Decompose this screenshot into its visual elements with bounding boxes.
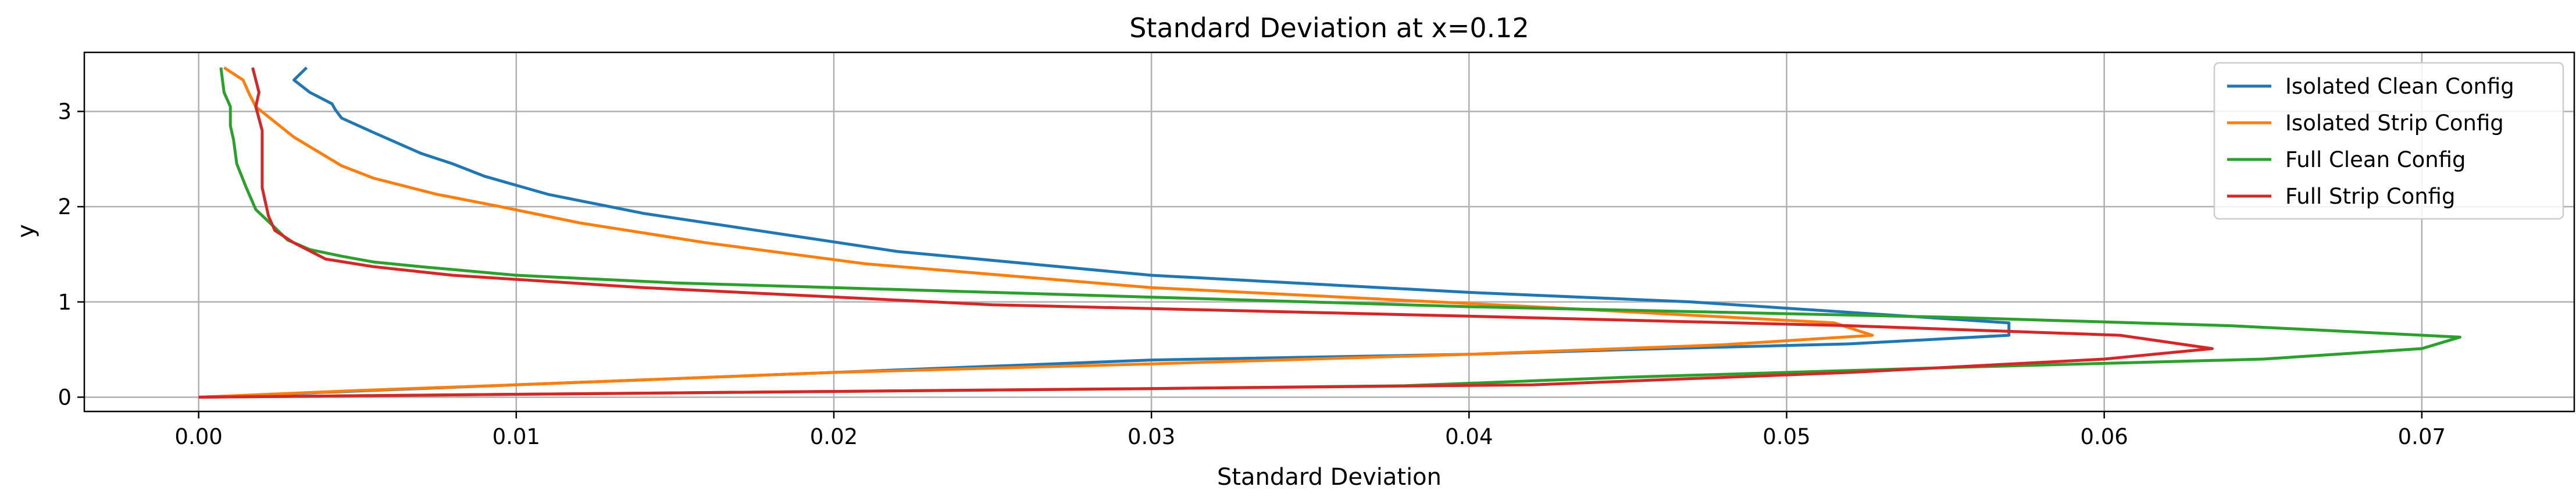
x-tick-label: 0.03 <box>1128 424 1175 449</box>
legend-box <box>2213 62 2564 220</box>
x-tick-label: 0.04 <box>1445 424 1493 449</box>
legend: Isolated Clean Config Isolated Strip Conf… <box>2213 62 2564 220</box>
y-tick-label: 1 <box>58 290 72 315</box>
x-tick-label: 0.01 <box>493 424 540 449</box>
plot-area-frame <box>83 51 2575 413</box>
x-tick-label: 0.06 <box>2080 424 2128 449</box>
y-tick-label: 2 <box>58 194 72 219</box>
series-lines <box>198 66 2461 399</box>
legend-entry: Isolated Clean Config <box>2285 74 2514 99</box>
x-axis-ticks: 0.00 0.01 0.02 0.03 0.04 0.05 0.06 0.07 <box>174 411 2446 449</box>
chart-title: Standard Deviation at x=0.12 <box>1129 12 1529 44</box>
x-tick-label: 0.05 <box>1762 424 1810 449</box>
y-axis-ticks: 0 1 2 3 <box>58 99 84 410</box>
x-tick-label: 0.07 <box>2398 424 2446 449</box>
x-axis-label: Standard Deviation <box>1217 464 1442 491</box>
y-axis-label: y <box>13 224 40 238</box>
y-tick-label: 0 <box>58 385 72 410</box>
series-line-2 <box>198 66 1874 399</box>
legend-entry: Isolated Strip Config <box>2285 111 2504 136</box>
series-line-4 <box>198 67 2214 399</box>
legend-entry: Full Clean Config <box>2285 147 2466 172</box>
series-line-3 <box>198 67 2461 399</box>
x-tick-label: 0.00 <box>174 424 222 449</box>
y-tick-label: 3 <box>58 99 72 124</box>
legend-entry: Full Strip Config <box>2285 184 2455 209</box>
x-tick-label: 0.02 <box>810 424 858 449</box>
